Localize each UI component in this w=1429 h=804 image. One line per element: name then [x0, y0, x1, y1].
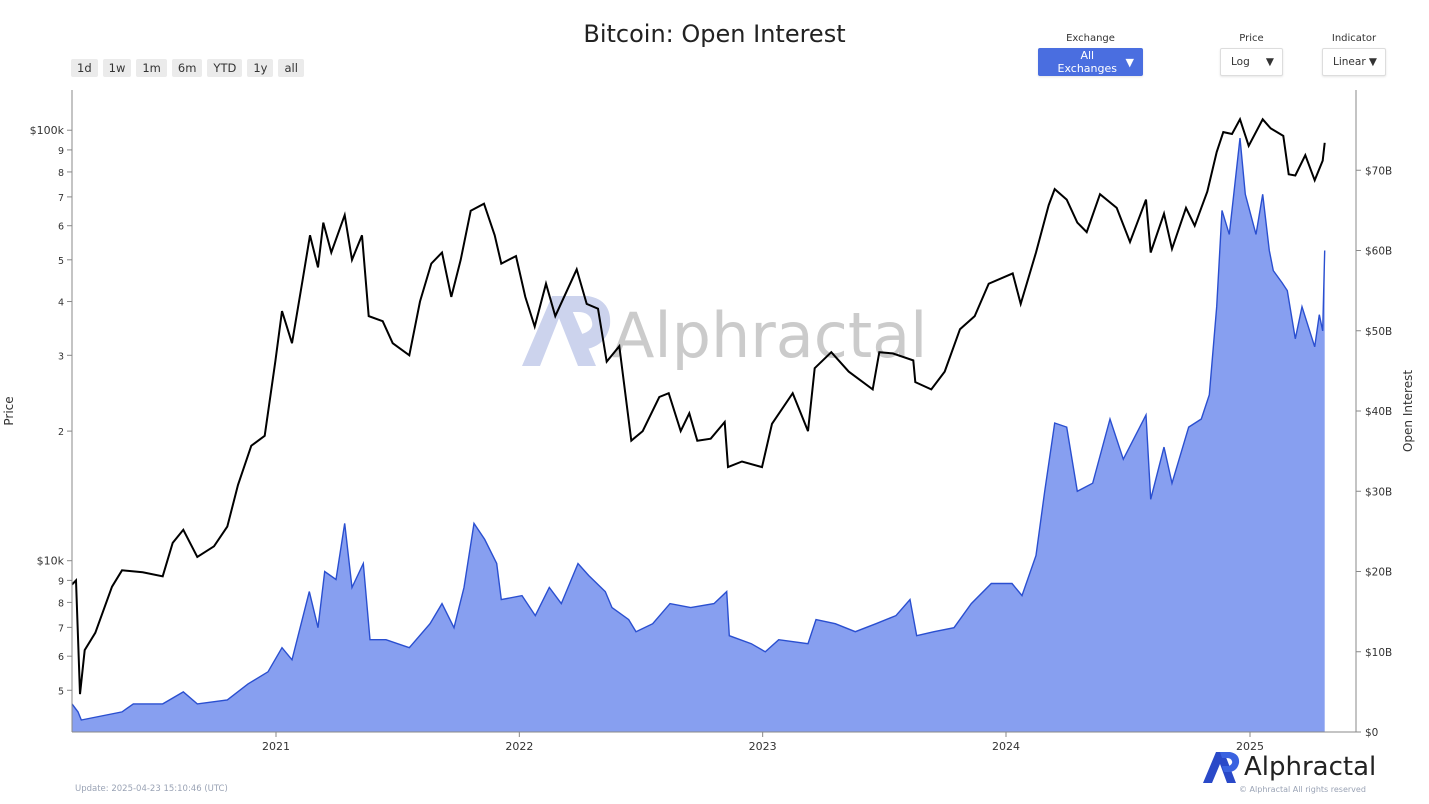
right-tick-label: $50B [1365, 326, 1392, 338]
chart-title: Bitcoin: Open Interest [583, 20, 846, 48]
x-tick-label: 2023 [749, 740, 777, 753]
open-interest-line [71, 138, 1326, 721]
left-tick-label: $10k [37, 555, 65, 568]
dropdown-arrow-icon: ▼ [1265, 56, 1274, 68]
x-tick-label: 2021 [262, 740, 290, 753]
x-tick-label: 2025 [1236, 740, 1264, 753]
exchange-label: Exchange [1066, 33, 1115, 44]
exchange-control: Exchange All Exchanges ▼ [1038, 33, 1143, 76]
left-tick-label: 9 [58, 576, 64, 587]
left-tick-label: 2 [58, 427, 64, 438]
indicator-scale-value: Linear [1333, 56, 1366, 68]
left-tick-label: 8 [58, 598, 64, 609]
x-tick-label: 2022 [505, 740, 533, 753]
range-1w-button[interactable]: 1w [102, 59, 132, 77]
watermark-logo-icon [522, 296, 611, 366]
copyright: © Alphractal All rights reserved [1239, 785, 1366, 794]
left-tick-label: 6 [58, 652, 64, 663]
update-timestamp: Update: 2025-04-23 15:10:46 (UTC) [75, 784, 228, 794]
alphractal-logo-icon [1203, 752, 1240, 783]
range-ytd-button[interactable]: YTD [207, 59, 243, 77]
watermark: Alphractal [522, 296, 927, 372]
alphractal-logo: Alphractal [1202, 750, 1376, 784]
logo-text: Alphractal [1244, 752, 1377, 782]
right-tick-label: $70B [1365, 165, 1392, 177]
left-tick-label: 6 [58, 222, 64, 233]
left-axis-ticks: 5 6 7 8 9 $10k 2 3 4 5 6 7 8 9 $100k [30, 124, 72, 697]
price-scale-dropdown[interactable]: Log ▼ [1220, 48, 1283, 76]
price-line [71, 116, 1326, 695]
right-tick-label: $30B [1365, 486, 1392, 498]
price-scale-value: Log [1231, 56, 1250, 68]
range-1d-button[interactable]: 1d [71, 59, 98, 77]
left-tick-label: 7 [58, 193, 64, 204]
left-axis-title: Price [2, 396, 16, 425]
left-tick-label: 3 [58, 351, 64, 362]
range-6m-button[interactable]: 6m [171, 59, 203, 77]
left-tick-label: 5 [58, 686, 64, 697]
left-tick-label: 4 [58, 298, 64, 309]
range-all-button[interactable]: all [278, 59, 304, 77]
range-1y-button[interactable]: 1y [247, 59, 274, 77]
right-tick-label: $10B [1365, 647, 1392, 659]
range-selector: 1d 1w 1m 6m YTD 1y all [71, 59, 304, 77]
open-interest-area [72, 138, 1325, 733]
left-tick-label: 7 [58, 623, 64, 634]
price-scale-label: Price [1239, 33, 1264, 44]
right-axis-ticks: $0 $10B $20B $30B $40B $50B $60B $70B [1356, 165, 1392, 739]
right-tick-label: $40B [1365, 406, 1392, 418]
right-axis-title: Open Interest [1401, 370, 1415, 452]
left-tick-label: $100k [30, 124, 65, 137]
exchange-value: All Exchanges [1057, 49, 1117, 75]
indicator-scale-control: Indicator Linear ▼ [1322, 33, 1386, 76]
left-tick-label: 9 [58, 146, 64, 157]
x-tick-label: 2024 [992, 740, 1020, 753]
right-tick-label: $60B [1365, 246, 1392, 258]
watermark-text: Alphractal [612, 299, 927, 372]
x-axis-ticks: 2021 2022 2023 2024 2025 [262, 732, 1264, 753]
indicator-scale-label: Indicator [1331, 33, 1377, 44]
right-tick-label: $20B [1365, 567, 1392, 579]
right-tick-label: $0 [1365, 727, 1378, 739]
exchange-dropdown[interactable]: All Exchanges ▼ [1038, 48, 1143, 76]
price-scale-control: Price Log ▼ [1220, 33, 1283, 76]
dropdown-arrow-icon: ▼ [1368, 56, 1377, 68]
range-1m-button[interactable]: 1m [136, 59, 167, 77]
dropdown-arrow-icon: ▼ [1125, 55, 1134, 69]
left-tick-label: 8 [58, 168, 64, 179]
indicator-scale-dropdown[interactable]: Linear ▼ [1322, 48, 1386, 76]
left-tick-label: 5 [58, 256, 64, 267]
